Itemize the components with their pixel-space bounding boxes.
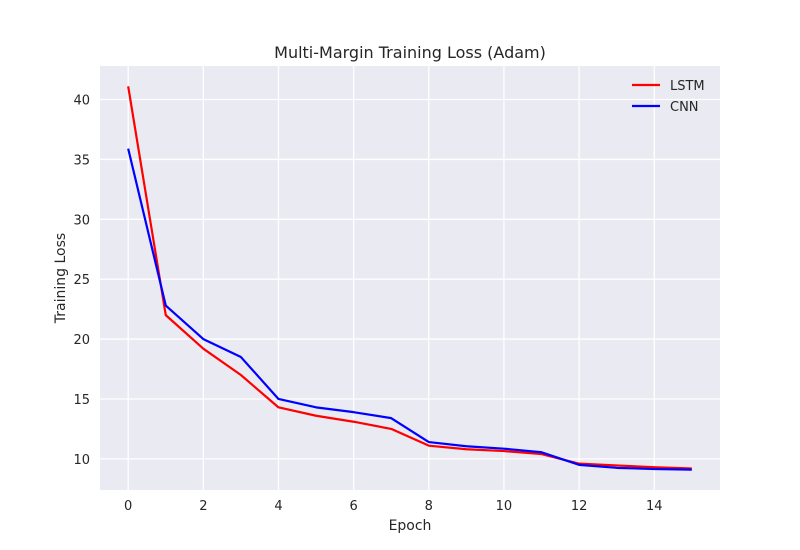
x-axis-label: Epoch [389, 518, 432, 534]
y-tick-label: 20 [73, 333, 90, 348]
y-tick-label: 15 [73, 393, 90, 408]
y-tick-label: 35 [73, 153, 90, 168]
plot-area [100, 66, 720, 490]
y-axis-label: Training Loss [53, 233, 69, 324]
y-tick-label: 10 [73, 453, 90, 468]
series-layer [127, 86, 692, 471]
y-axis-ticks: 10 15 20 25 30 35 40 [73, 94, 90, 468]
legend: LSTM CNN [632, 79, 705, 115]
y-tick-label: 40 [73, 94, 90, 109]
x-tick-label: 14 [646, 499, 663, 514]
chart-title: Multi-Margin Training Loss (Adam) [274, 43, 546, 62]
x-tick-label: 6 [349, 499, 357, 514]
x-axis-ticks: 0 2 4 6 8 10 12 14 [124, 499, 662, 514]
x-tick-label: 12 [571, 499, 588, 514]
legend-label-lstm: LSTM [670, 79, 705, 94]
x-tick-label: 10 [496, 499, 513, 514]
series-line-cnn [127, 148, 692, 471]
y-tick-label: 25 [73, 273, 90, 288]
x-tick-label: 0 [124, 499, 132, 514]
legend-label-cnn: CNN [670, 100, 699, 115]
x-tick-label: 8 [425, 499, 433, 514]
x-tick-label: 4 [274, 499, 282, 514]
y-tick-label: 30 [73, 213, 90, 228]
series-line-lstm [127, 86, 692, 470]
x-tick-label: 2 [199, 499, 207, 514]
